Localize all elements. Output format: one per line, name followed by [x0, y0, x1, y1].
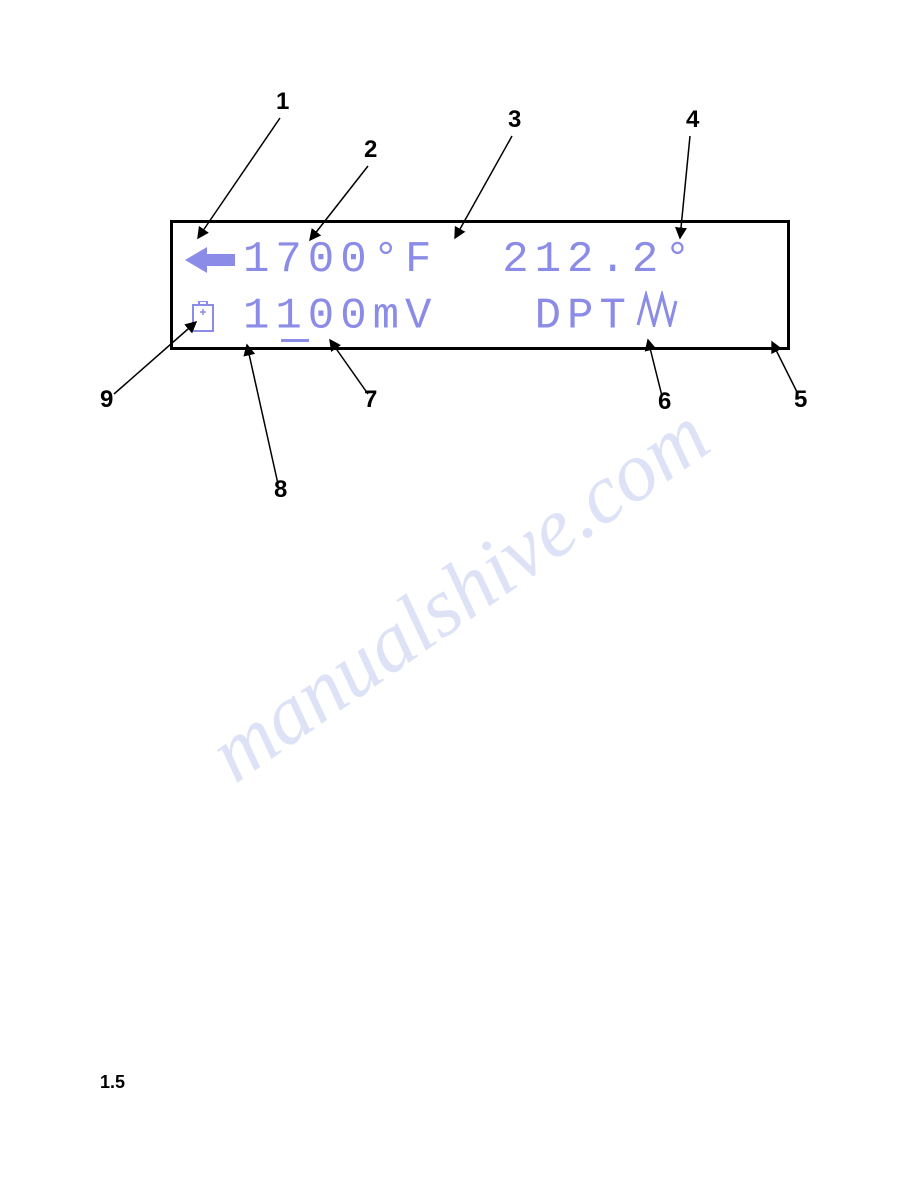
- section-number: 1.5: [100, 1072, 125, 1093]
- watermark-text: manualshive.com: [191, 386, 726, 801]
- callout-1: 1: [276, 88, 289, 116]
- secondary-temp: 212.2°: [502, 235, 696, 285]
- callout-lines: [0, 0, 918, 1188]
- lcd-line-2: 1100mV DPT: [243, 291, 678, 342]
- signal-icon: [636, 291, 678, 341]
- battery-icon: [191, 301, 215, 333]
- callout-3: 3: [508, 106, 521, 134]
- voltage-value: 1100mV: [243, 292, 437, 342]
- diagram-container: manualshive.com 1700°F 212.2° 1100mV DPT: [0, 0, 918, 1188]
- lcd-line-1: 1700°F 212.2°: [243, 235, 697, 285]
- callout-5: 5: [794, 386, 807, 414]
- callout-7: 7: [364, 386, 377, 414]
- cursor-underline: [281, 339, 309, 342]
- callout-2: 2: [364, 136, 377, 164]
- callout-9: 9: [100, 386, 113, 414]
- callout-6: 6: [658, 388, 671, 416]
- degree-unit: °F: [373, 235, 438, 285]
- callout-4: 4: [686, 106, 699, 134]
- callout-8: 8: [274, 476, 287, 504]
- left-arrow-icon: [185, 245, 235, 275]
- lcd-display: 1700°F 212.2° 1100mV DPT: [170, 220, 790, 350]
- temperature-value: 1700: [243, 235, 373, 285]
- mode-label: DPT: [535, 292, 632, 342]
